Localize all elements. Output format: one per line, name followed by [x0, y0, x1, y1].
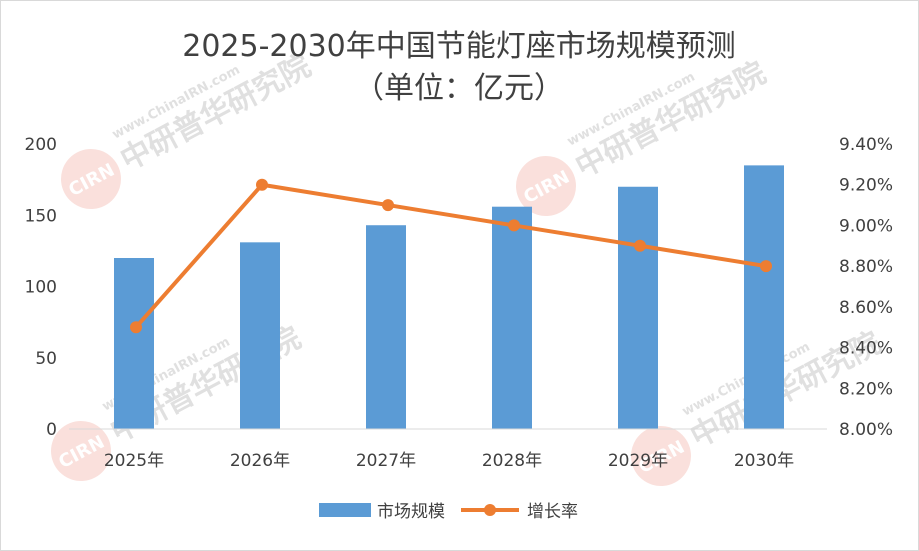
- watermark-logo-icon: [51, 421, 111, 481]
- bar-2025年: [114, 258, 154, 429]
- y-right-tick-label: 8.60%: [839, 298, 893, 318]
- legend: 市场规模 增长率: [319, 502, 578, 522]
- y-right-tick-label: 9.00%: [839, 216, 893, 236]
- y-right-tick-label: 8.20%: [839, 379, 893, 399]
- y-right-tick-labels: 8.00% 8.20% 8.40% 8.60% 8.80% 9.00% 9.20% 9.40%: [839, 135, 893, 440]
- growth-rate-point-2030年: [760, 260, 772, 273]
- x-tick-label: 2025年: [104, 451, 164, 471]
- y-right-tick-label: 8.00%: [839, 420, 893, 440]
- y-right-tick-label: 8.80%: [839, 257, 893, 277]
- watermark-logo-icon: [61, 149, 121, 209]
- watermark-logo-icon: [516, 156, 576, 216]
- legend-line-marker: [484, 504, 496, 516]
- chart-subtitle: （单位：亿元）: [354, 71, 564, 106]
- growth-rate-point-2027年: [382, 199, 394, 212]
- x-tick-labels: 2025年 2026年 2027年 2028年 2029年 2030年: [104, 451, 794, 471]
- y-right-tick-label: 9.20%: [839, 176, 893, 196]
- y-left-tick-label: 100: [25, 278, 57, 298]
- growth-rate-point-2028年: [508, 219, 520, 232]
- y-right-tick-label: 8.40%: [839, 339, 893, 359]
- bar-2028年: [492, 206, 532, 429]
- y-left-tick-label: 0: [46, 420, 57, 440]
- x-tick-label: 2028年: [482, 451, 542, 471]
- watermark-logo-icon: [631, 426, 691, 486]
- x-tick-label: 2026年: [230, 451, 290, 471]
- line-series: [130, 178, 772, 334]
- growth-rate-point-2029年: [634, 239, 646, 252]
- bar-2029年: [618, 186, 658, 429]
- bar-series: [114, 165, 784, 429]
- growth-rate-point-2025年: [130, 321, 142, 334]
- legend-bar-swatch: [319, 503, 371, 517]
- bar-2027年: [366, 225, 406, 429]
- y-right-tick-label: 9.40%: [839, 135, 893, 155]
- y-left-tick-labels: 0 50 100 150 200: [25, 135, 57, 440]
- growth-rate-point-2026年: [256, 178, 268, 191]
- growth-rate-line: [134, 182, 767, 329]
- legend-bar-label: 市场规模: [377, 502, 445, 522]
- bar-2026年: [240, 242, 280, 429]
- y-left-tick-label: 50: [35, 349, 57, 369]
- legend-line-label: 增长率: [527, 502, 578, 522]
- chart-title: 2025-2030年中国节能灯座市场规模预测: [182, 29, 736, 64]
- y-left-tick-label: 150: [25, 206, 57, 226]
- bar-2030年: [744, 165, 784, 429]
- x-tick-label: 2029年: [608, 451, 668, 471]
- x-tick-label: 2030年: [734, 451, 794, 471]
- x-tick-label: 2027年: [356, 451, 416, 471]
- y-left-tick-label: 200: [25, 135, 57, 155]
